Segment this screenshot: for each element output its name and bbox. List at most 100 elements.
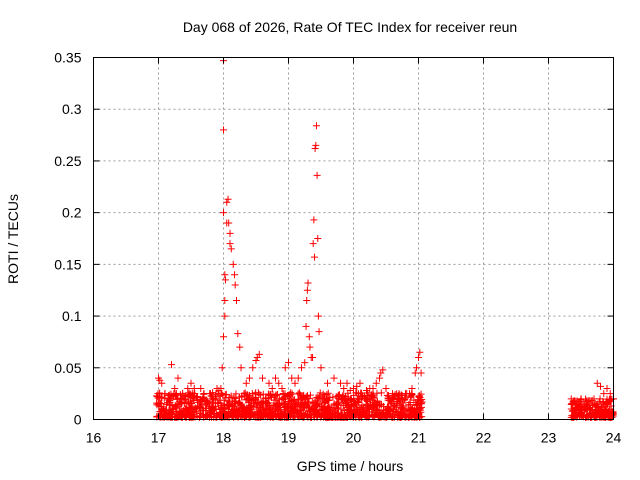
data-point xyxy=(278,384,286,392)
data-point-dense xyxy=(185,405,193,413)
data-point-dense xyxy=(333,398,341,406)
data-point-dense xyxy=(383,403,391,411)
data-point-dense xyxy=(261,409,269,417)
y-tick-label: 0.1 xyxy=(62,308,82,324)
data-point-dense xyxy=(295,390,303,398)
y-tick-label: 0.2 xyxy=(62,205,82,221)
data-point-dense xyxy=(346,405,354,413)
data-point xyxy=(220,333,227,341)
data-point-dense xyxy=(574,400,582,408)
data-point-dense xyxy=(262,405,270,413)
data-point xyxy=(252,357,260,365)
data-point-dense xyxy=(157,402,165,410)
data-point xyxy=(571,397,578,405)
data-point xyxy=(164,395,172,403)
data-point-dense xyxy=(250,410,258,418)
data-point-dense xyxy=(401,395,409,403)
data-point-dense xyxy=(272,401,280,409)
x-tick-labels: 16 17 18 19 20 21 22 23 24 xyxy=(86,430,622,446)
data-point-dense xyxy=(220,396,228,404)
data-point-dense xyxy=(357,404,365,412)
data-point xyxy=(221,271,229,279)
data-point xyxy=(311,145,319,153)
data-point xyxy=(223,198,231,206)
data-point-dense xyxy=(299,392,307,400)
data-point-dense xyxy=(386,397,394,405)
data-point-dense xyxy=(166,398,174,406)
x-axis-label: GPS time / hours xyxy=(297,458,404,474)
data-point-dense xyxy=(323,390,331,398)
data-point-dense xyxy=(285,391,293,399)
data-point xyxy=(227,245,235,253)
data-point xyxy=(603,384,611,392)
data-point xyxy=(225,219,233,227)
data-point-dense xyxy=(167,390,175,398)
data-point xyxy=(221,276,229,284)
data-point xyxy=(226,240,234,248)
data-point-dense xyxy=(301,395,309,403)
data-point-dense xyxy=(368,391,376,399)
data-point-dense xyxy=(376,400,384,408)
data-point xyxy=(224,195,232,203)
data-point-dense xyxy=(410,406,418,414)
data-point-dense xyxy=(324,389,332,397)
data-point-dense xyxy=(251,397,259,405)
data-point-dense xyxy=(278,396,286,404)
y-tick-labels: 0 0.05 0.1 0.15 0.2 0.25 0.3 0.35 xyxy=(54,50,81,428)
data-point-dense xyxy=(205,402,213,410)
data-point xyxy=(226,229,234,237)
data-point-dense xyxy=(599,399,607,407)
data-point-dense xyxy=(208,398,216,406)
data-point xyxy=(369,384,377,392)
data-point-dense xyxy=(415,393,423,401)
data-point-dense xyxy=(363,396,371,404)
data-point xyxy=(242,379,250,387)
y-tick-label: 0.05 xyxy=(54,360,81,376)
data-point-dense xyxy=(177,408,185,416)
data-point xyxy=(389,390,396,398)
data-point-dense xyxy=(377,408,385,416)
data-point-dense xyxy=(571,412,579,420)
x-tick-label: 19 xyxy=(281,430,297,446)
data-point xyxy=(231,271,239,279)
data-point-dense xyxy=(270,396,278,404)
data-point-dense xyxy=(333,409,341,417)
data-point-dense xyxy=(217,404,225,412)
y-tick-label: 0.3 xyxy=(62,101,82,117)
data-point-dense xyxy=(603,400,611,408)
y-tick-label: 0 xyxy=(74,412,82,428)
y-tick-label: 0.35 xyxy=(54,50,81,66)
data-point-dense xyxy=(231,399,239,407)
data-point xyxy=(343,379,351,387)
data-point-dense xyxy=(262,399,270,407)
data-point-dense xyxy=(304,412,312,420)
data-point xyxy=(281,364,289,372)
y-tick-label: 0.15 xyxy=(54,256,81,272)
data-point-dense xyxy=(176,391,184,399)
data-point-dense xyxy=(384,396,392,404)
data-point xyxy=(237,364,245,372)
data-point xyxy=(417,369,425,377)
data-point-dense xyxy=(207,408,215,416)
data-point xyxy=(294,374,302,382)
data-point xyxy=(353,382,361,390)
data-point-dense xyxy=(265,411,273,419)
data-point xyxy=(312,122,320,130)
data-point-dense xyxy=(413,412,421,420)
data-point-dense xyxy=(199,406,207,414)
data-point-dense xyxy=(353,409,361,417)
data-point xyxy=(415,353,422,361)
data-point xyxy=(337,379,344,387)
data-point xyxy=(402,390,409,398)
data-point xyxy=(606,390,614,398)
data-point-dense xyxy=(408,391,416,399)
data-point xyxy=(200,395,208,403)
data-point-dense xyxy=(372,405,380,413)
data-point-dense xyxy=(352,397,360,405)
data-point xyxy=(231,281,239,289)
data-point-dense xyxy=(279,411,287,419)
data-point-dense xyxy=(165,406,173,414)
chart-title: Day 068 of 2026, Rate Of TEC Index for r… xyxy=(183,19,517,35)
data-point-dense xyxy=(245,394,253,402)
data-point xyxy=(220,209,227,217)
